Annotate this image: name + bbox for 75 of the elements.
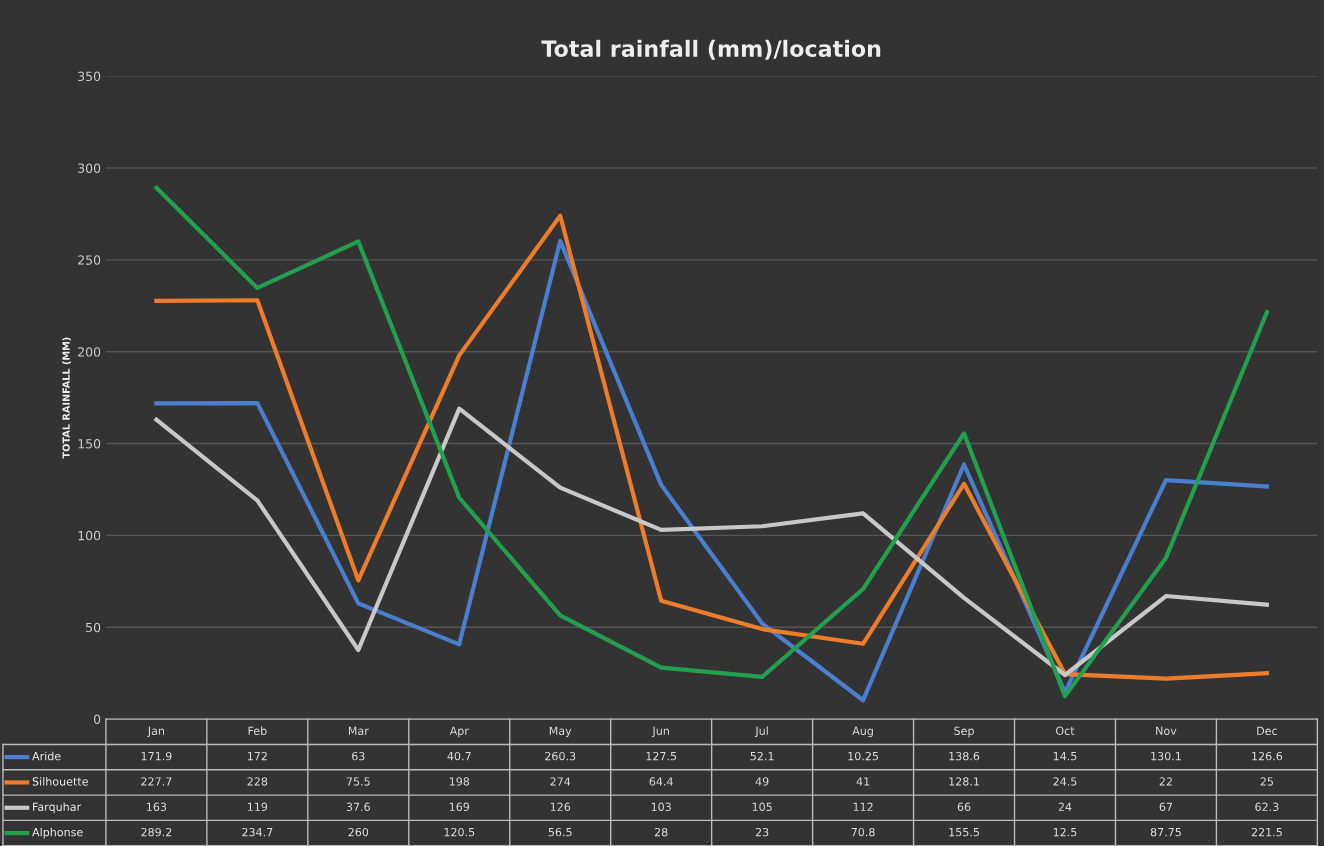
data-label: 221.5 — [1251, 827, 1282, 837]
data-label: 49 — [755, 777, 769, 786]
data-label: 10.25 — [848, 751, 879, 761]
data-label: 37.6 — [346, 802, 370, 811]
data-label: 66 — [957, 802, 971, 811]
data-label: 120.5 — [444, 827, 475, 837]
data-label: 23 — [755, 827, 769, 837]
data-label: 40.7 — [447, 751, 471, 761]
data-label: 228 — [247, 777, 268, 786]
data-label: 64.4 — [649, 777, 673, 786]
data-label: 14.5 — [1053, 752, 1077, 761]
data-label: 234.7 — [242, 827, 273, 837]
legend-label: Silhouette — [32, 777, 88, 786]
data-label: 103 — [651, 802, 671, 811]
x-tick-label: Sep — [954, 726, 974, 738]
data-label: 260 — [348, 827, 369, 837]
chart-title: Total rainfall (mm)/location — [541, 39, 881, 60]
line-series — [154, 406, 1269, 678]
data-label: 24.5 — [1053, 777, 1077, 786]
y-tick-label: 50 — [86, 622, 101, 633]
x-tick-label: Jun — [651, 726, 669, 738]
x-tick-label: Dec — [1257, 726, 1277, 735]
data-label: 28 — [654, 827, 668, 837]
data-label: 25 — [1260, 777, 1273, 786]
data-label: 289.2 — [141, 827, 172, 837]
x-tick-label: Jan — [147, 726, 165, 738]
data-label: 163 — [147, 802, 167, 811]
x-tick-label: Jul — [754, 726, 768, 738]
y-tick-label: 300 — [78, 163, 101, 173]
x-tick-label: Apr — [449, 726, 469, 738]
data-label: 198 — [449, 777, 470, 786]
x-tick-label: Mar — [348, 726, 369, 735]
y-tick-label: 100 — [78, 530, 101, 541]
data-label: 260.3 — [545, 751, 576, 761]
data-label: 70.8 — [851, 827, 875, 837]
data-label: 22 — [1159, 777, 1172, 786]
x-tick-label: Oct — [1056, 726, 1075, 735]
legend-label: Farquhar — [33, 802, 82, 814]
data-label: 67 — [1159, 802, 1173, 811]
data-label: 105 — [752, 802, 772, 811]
data-label: 119 — [247, 802, 268, 811]
data-label: 41 — [856, 777, 870, 786]
y-tick-label: 250 — [78, 255, 101, 265]
x-tick-label: Nov — [1156, 726, 1177, 735]
data-label: 63 — [352, 751, 365, 761]
legend-label: Aride — [32, 751, 61, 761]
y-tick-label: 150 — [78, 439, 101, 449]
data-label: 171.9 — [141, 751, 172, 761]
data-label: 274 — [550, 777, 571, 786]
data-label: 155.5 — [949, 828, 979, 837]
y-tick-label: 200 — [78, 347, 101, 357]
data-label: 172 — [247, 751, 267, 761]
data-label: 127.5 — [646, 751, 677, 761]
data-label: 126 — [550, 802, 571, 811]
x-tick-label: May — [549, 726, 572, 738]
data-label: 75.5 — [346, 777, 370, 786]
data-label: 227.7 — [141, 777, 172, 786]
legend-label: Alphonse — [32, 827, 83, 839]
data-label: 24 — [1058, 802, 1072, 811]
data-label: 56.5 — [548, 827, 572, 837]
data-label: 138.6 — [949, 751, 980, 761]
data-label: 126.6 — [1252, 751, 1283, 761]
data-label: 52.1 — [750, 751, 774, 761]
data-label: 112 — [853, 802, 873, 811]
y-axis-title: TOTAL RAINFALL (MM) — [62, 337, 71, 459]
y-tick-label: 0 — [93, 714, 101, 725]
data-label: 130.1 — [1151, 751, 1181, 761]
data-label: 12.5 — [1053, 827, 1077, 837]
data-label: 87.75 — [1150, 827, 1181, 837]
x-tick-label: Feb — [248, 726, 267, 735]
data-label: 169 — [449, 802, 470, 811]
y-tick-label: 350 — [78, 71, 101, 82]
data-label: 62.3 — [1255, 802, 1279, 811]
data-label: 128.1 — [949, 777, 979, 786]
x-tick-label: Aug — [852, 726, 873, 738]
